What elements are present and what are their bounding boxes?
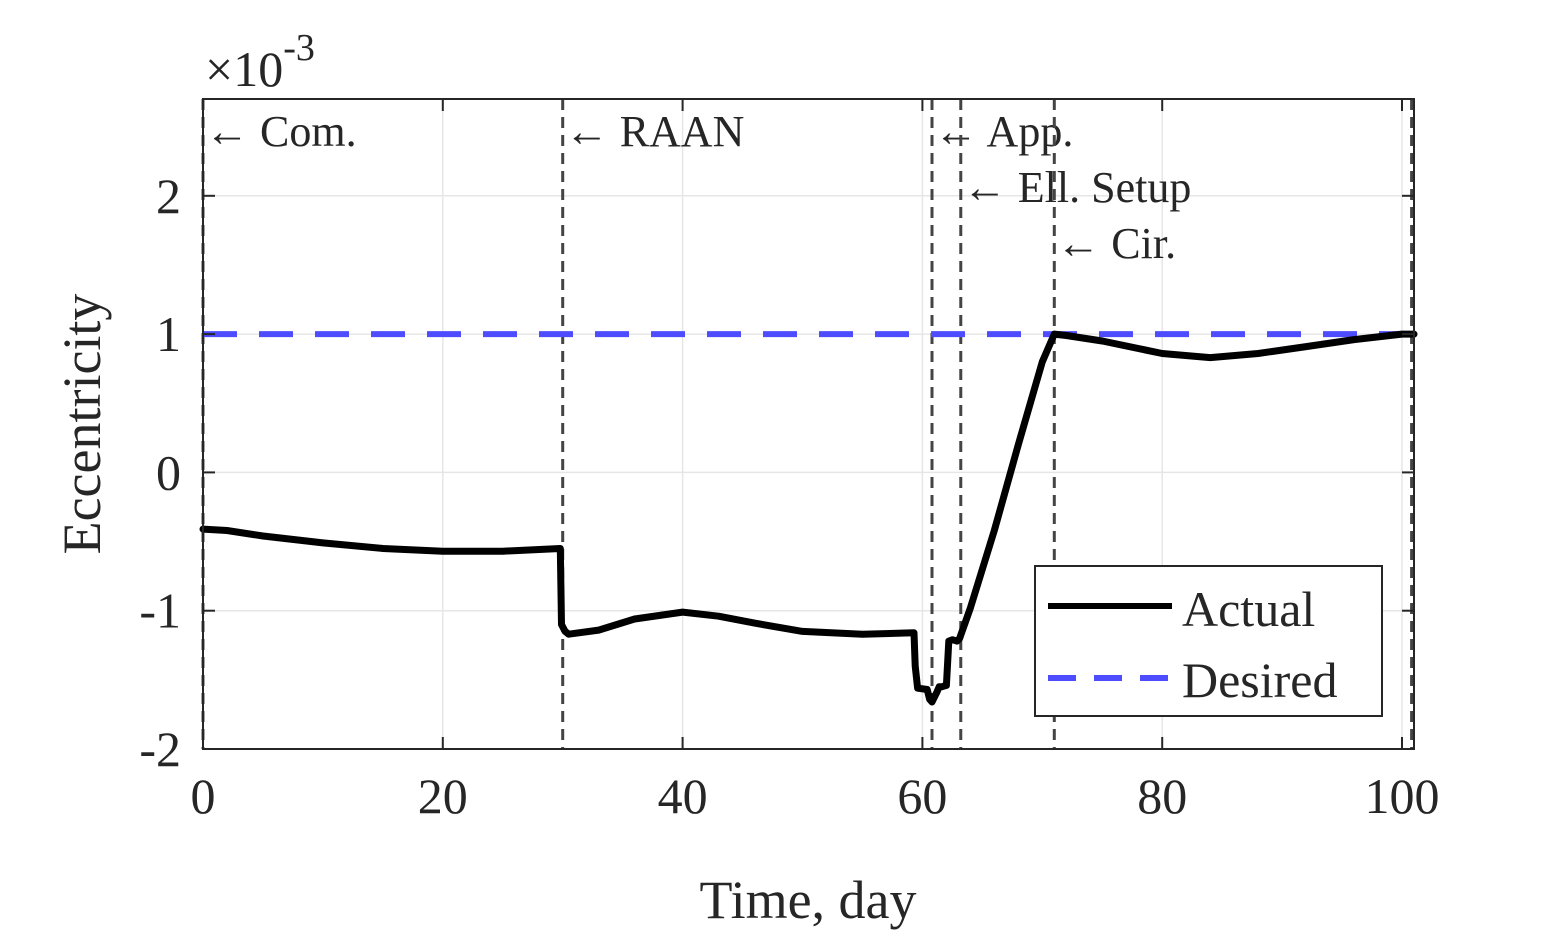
legend-box [1034, 565, 1383, 717]
y-exponent-label: ×10-3 [205, 27, 315, 97]
series [199, 330, 1418, 706]
exponent-power: -3 [283, 27, 315, 69]
exponent-base: ×10 [205, 41, 283, 97]
phase-marker-label: ← Cir. [1056, 219, 1176, 268]
x-tick-label: 0 [191, 768, 216, 824]
x-tick-label: 20 [418, 768, 468, 824]
x-tick-label: 80 [1137, 768, 1187, 824]
y-tick-label: 1 [156, 306, 181, 362]
y-tick-label: 2 [156, 168, 181, 224]
y-tick-label: -2 [139, 721, 181, 777]
x-tick-label: 100 [1365, 768, 1440, 824]
x-axis-label: Time, day [699, 870, 916, 930]
legend-label-desired: Desired [1182, 652, 1338, 708]
phase-marker-label: ← Ell. Setup [963, 163, 1192, 212]
phase-marker-label: ← RAAN [565, 107, 745, 156]
y-axis-label: Eccentricity [52, 294, 112, 555]
plot-area [202, 98, 1415, 750]
series-line-actual [199, 330, 1418, 706]
y-tick-label: 0 [156, 444, 181, 500]
x-tick-label: 60 [897, 768, 947, 824]
axis-ticks: 0 20 40 60 80 100 -2 -1 0 1 2 [139, 99, 1440, 824]
legend-label-actual: Actual [1182, 581, 1315, 637]
phase-marker-label: ← App. [934, 107, 1073, 156]
phase-marker-label: ← Com. [205, 107, 357, 156]
y-tick-label: -1 [139, 583, 181, 639]
legend: Actual Desired [1034, 565, 1383, 717]
x-tick-label: 40 [658, 768, 708, 824]
